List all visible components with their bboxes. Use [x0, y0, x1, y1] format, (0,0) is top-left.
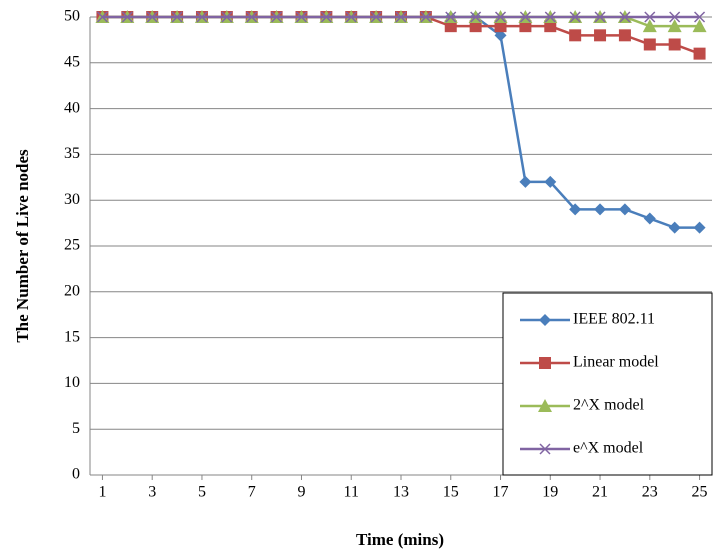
marker [668, 221, 681, 234]
x-tick-label: 5 [198, 484, 206, 501]
y-tick-label: 35 [64, 145, 80, 162]
marker [544, 175, 557, 188]
marker [643, 212, 656, 225]
y-tick-label: 40 [64, 99, 80, 116]
marker [370, 11, 382, 23]
y-tick-label: 45 [64, 53, 80, 70]
legend-label: e^X model [573, 440, 644, 457]
marker [171, 11, 183, 23]
legend-marker [539, 314, 551, 326]
legend: IEEE 802.11 Linear model 2^X model e^X mode… [502, 292, 713, 476]
marker [494, 11, 507, 23]
marker [519, 11, 531, 23]
marker [618, 203, 631, 216]
marker [395, 11, 407, 23]
marker [643, 38, 656, 51]
legend-marker [539, 443, 551, 455]
marker [544, 11, 556, 23]
legend-label: 2^X model [573, 397, 645, 414]
legend-marker [538, 399, 552, 412]
x-tick-label: 3 [148, 484, 156, 501]
marker [320, 11, 332, 23]
marker [693, 221, 706, 234]
marker [271, 11, 283, 23]
marker [642, 19, 657, 33]
y-tick-label: 15 [64, 328, 80, 345]
legend-box [502, 292, 713, 476]
x-tick-label: 11 [344, 484, 359, 501]
marker [668, 38, 681, 51]
marker [618, 29, 631, 42]
x-tick-label: 25 [692, 484, 708, 501]
marker [569, 11, 581, 23]
marker [569, 29, 582, 42]
marker [96, 11, 108, 23]
marker [694, 11, 706, 23]
y-axis-title: The Number of Live nodes [13, 149, 32, 343]
marker [469, 20, 482, 33]
marker [519, 20, 532, 33]
marker [445, 11, 457, 23]
marker [667, 19, 682, 33]
marker [594, 203, 607, 216]
x-tick-label: 21 [592, 484, 608, 501]
marker [693, 47, 706, 60]
marker [121, 11, 133, 23]
marker [146, 11, 158, 23]
marker [644, 11, 656, 23]
y-tick-label: 25 [64, 237, 80, 254]
marker [345, 11, 357, 23]
marker [519, 175, 532, 188]
marker [420, 11, 432, 23]
legend-label: IEEE 802.11 [573, 311, 655, 328]
x-tick-label: 15 [443, 484, 459, 501]
marker [619, 11, 631, 23]
y-tick-label: 5 [72, 420, 80, 437]
marker [692, 19, 707, 33]
marker [569, 203, 582, 216]
marker [470, 11, 482, 23]
marker [594, 11, 606, 23]
marker [444, 20, 457, 33]
marker [246, 11, 258, 23]
y-tick-label: 50 [64, 8, 80, 25]
marker [544, 20, 557, 33]
marker [221, 11, 233, 23]
marker [669, 11, 681, 23]
x-tick-label: 17 [493, 484, 509, 501]
x-tick-label: 7 [248, 484, 256, 501]
x-tick-label: 9 [297, 484, 305, 501]
x-tick-label: 19 [542, 484, 558, 501]
marker [494, 20, 507, 33]
x-tick-label: 13 [393, 484, 409, 501]
marker [594, 29, 607, 42]
marker [196, 11, 208, 23]
x-axis-title: Time (mins) [356, 530, 444, 549]
y-tick-label: 0 [72, 466, 80, 483]
y-tick-label: 10 [64, 374, 80, 391]
marker [295, 11, 308, 23]
y-tick-label: 20 [64, 282, 80, 299]
legend-marker [539, 357, 551, 369]
y-tick-label: 30 [64, 191, 80, 208]
marker [494, 29, 507, 42]
x-tick-label: 23 [642, 484, 658, 501]
x-tick-label: 1 [98, 484, 106, 501]
legend-label: Linear model [573, 354, 659, 371]
